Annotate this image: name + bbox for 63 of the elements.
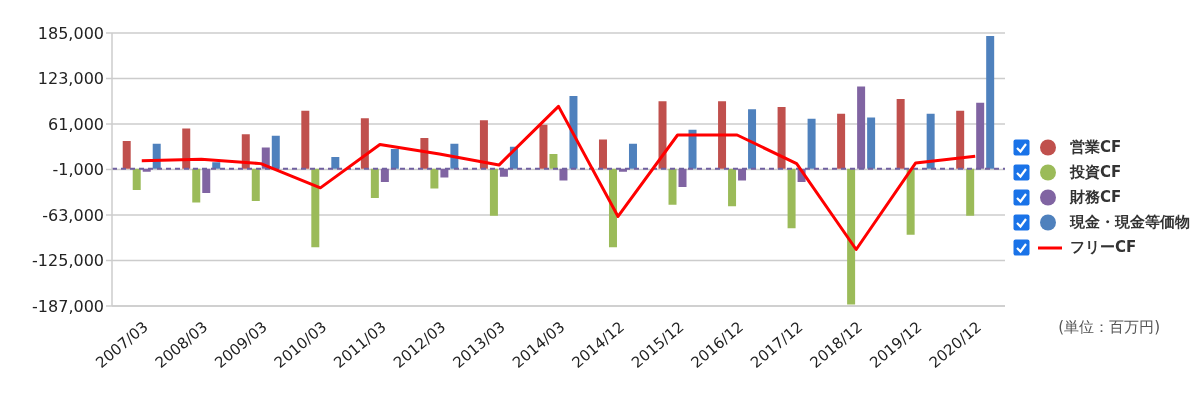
- y-tick-label: 61,000: [48, 114, 104, 134]
- bar: [658, 101, 667, 169]
- y-tick-label: -1,000: [52, 160, 104, 180]
- bar: [598, 139, 607, 169]
- bar: [787, 168, 796, 229]
- line-series: [140, 104, 977, 251]
- bar: [430, 168, 439, 189]
- bar: [966, 168, 975, 216]
- bar: [688, 129, 697, 169]
- bar: [122, 140, 131, 169]
- bar: [718, 101, 727, 169]
- bar: [539, 124, 548, 169]
- bar: [906, 168, 915, 235]
- bar: [132, 168, 141, 191]
- bar: [668, 168, 677, 205]
- bar: [956, 110, 965, 169]
- bar: [251, 168, 260, 202]
- bar: [628, 143, 637, 169]
- legend-label: 営業CF: [1070, 137, 1122, 157]
- bar: [549, 154, 558, 169]
- bar: [301, 110, 310, 169]
- bar: [241, 134, 250, 169]
- bar: [559, 168, 568, 181]
- bar: [837, 113, 846, 169]
- bar: [390, 148, 399, 169]
- legend-label: 投資CF: [1070, 162, 1122, 182]
- y-tick-label: 185,000: [37, 23, 104, 43]
- bar: [212, 162, 221, 169]
- y-tick-label: -63,000: [42, 205, 104, 225]
- bar: [360, 118, 369, 169]
- bar: [331, 157, 340, 169]
- bar: [728, 168, 737, 207]
- bar: [807, 118, 816, 169]
- text: (単位：百万円): [1058, 318, 1160, 337]
- bar: [976, 102, 985, 169]
- bar: [777, 107, 786, 169]
- bar: [738, 168, 747, 181]
- bar: [479, 120, 488, 169]
- bar: [440, 168, 449, 178]
- bar: [499, 168, 508, 177]
- bar: [847, 168, 856, 305]
- bar: [182, 128, 191, 169]
- bar: [202, 168, 211, 193]
- bar: [926, 113, 935, 169]
- legend-label: 財務CF: [1070, 187, 1122, 207]
- bar: [569, 96, 578, 169]
- bar: [271, 135, 280, 169]
- bar: [380, 168, 389, 182]
- legend-label: 現金・現金等価物: [1070, 212, 1190, 232]
- bar: [857, 86, 866, 169]
- bar: [370, 168, 379, 199]
- bar: [896, 99, 905, 169]
- bar: [311, 168, 320, 248]
- bar: [986, 35, 995, 169]
- bar: [192, 168, 201, 203]
- bar: [748, 109, 757, 169]
- bar: [489, 168, 498, 216]
- y-tick-label: -187,000: [32, 296, 104, 316]
- y-tick-label: -125,000: [32, 251, 104, 271]
- y-tick-label: 123,000: [37, 69, 104, 89]
- bar: [678, 168, 687, 188]
- bar: [867, 117, 876, 169]
- legend-label: フリーCF: [1070, 237, 1137, 257]
